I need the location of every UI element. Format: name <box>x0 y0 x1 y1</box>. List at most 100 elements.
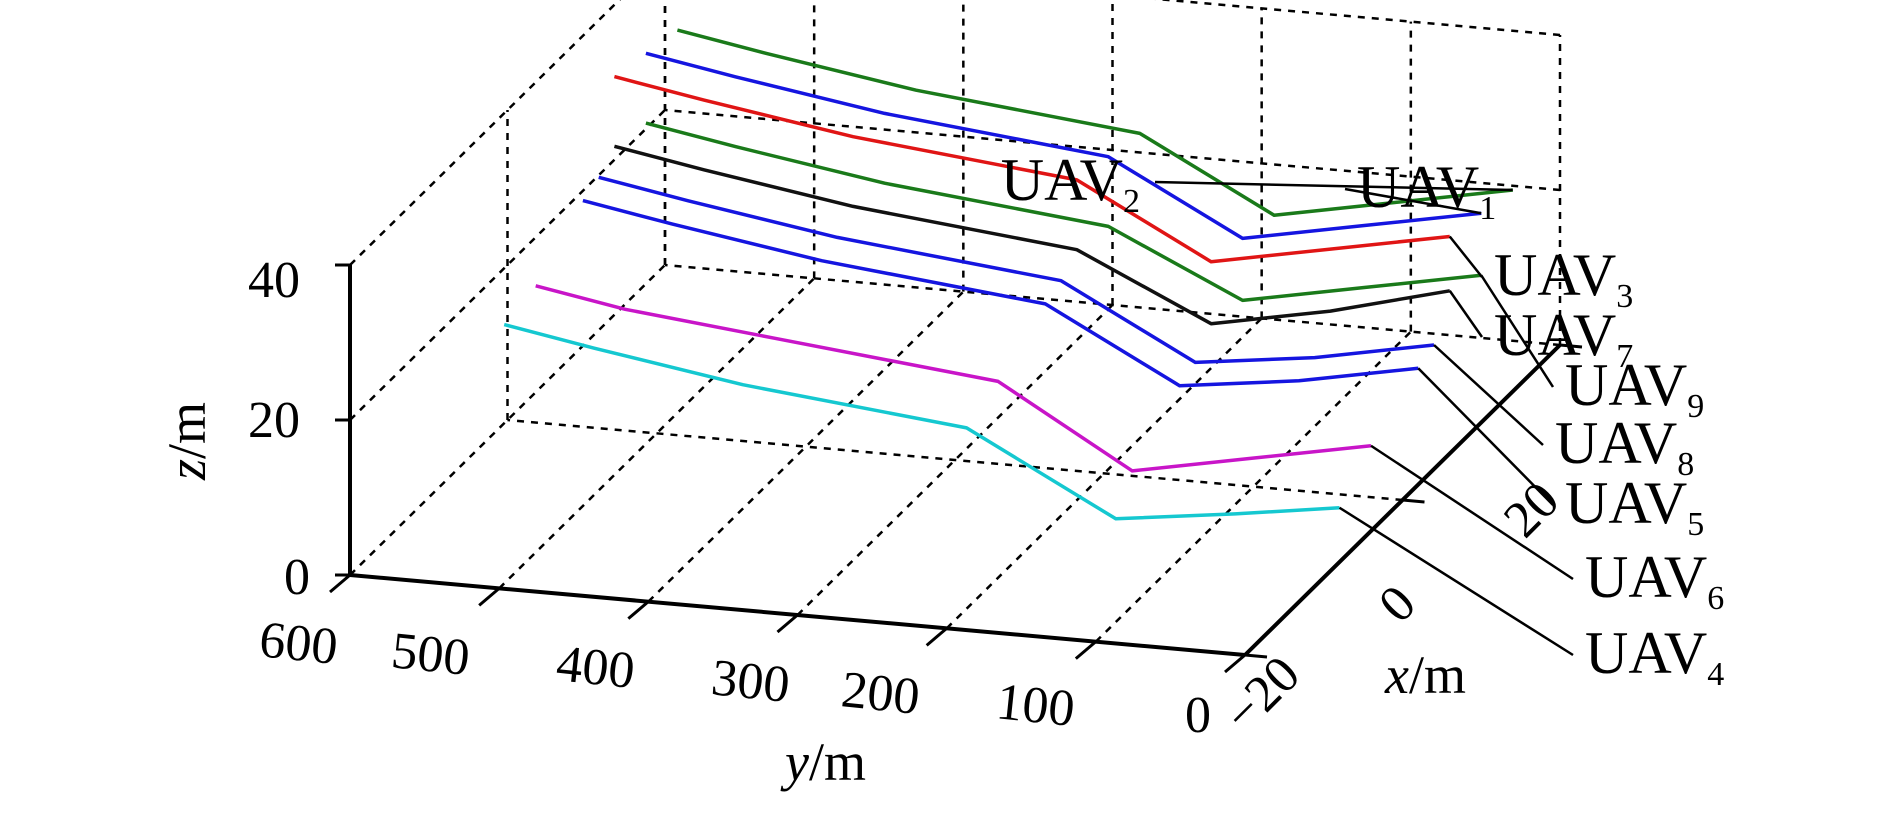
axes-layer <box>329 263 1583 674</box>
uav-label-text: UAV7 <box>1494 302 1633 375</box>
uav-label-name: UAV <box>1585 544 1707 610</box>
leader-line <box>1338 506 1574 657</box>
x-tick-neg20: −20 <box>1213 646 1311 744</box>
y-tick-200: 200 <box>839 661 923 726</box>
uav-label-text: UAV5 <box>1565 470 1704 543</box>
x-axis-unit: /m <box>1409 645 1466 705</box>
z-tick-20: 20 <box>248 392 300 449</box>
series-line-uav9 <box>645 121 1482 303</box>
uav-label-text: UAV6 <box>1585 544 1724 617</box>
uav-label-name: UAV <box>1555 410 1677 476</box>
grid-line <box>507 418 1403 502</box>
legend-label-uav8: UAV8 <box>1433 344 1694 483</box>
grid-line <box>647 290 965 603</box>
series-layer <box>503 28 1513 521</box>
grid-line <box>945 317 1263 630</box>
grid-line <box>349 109 666 421</box>
leader-line <box>1344 187 1482 215</box>
y-tick-mark <box>925 627 948 647</box>
leader-line <box>1154 180 1513 192</box>
y-axis-var: y <box>780 732 809 792</box>
legend-label-uav6: UAV6 <box>1370 444 1724 617</box>
y-tick-mark <box>1074 640 1097 660</box>
legend-label-uav4: UAV4 <box>1338 506 1724 693</box>
y-tick-mark <box>1224 653 1246 674</box>
legend-label-uav5: UAV5 <box>1417 367 1704 543</box>
uav-label-name: UAV <box>1001 147 1123 213</box>
y-tick-mark <box>329 573 351 594</box>
uav-label-sub: 1 <box>1479 190 1496 227</box>
z-axis-title: z/m <box>157 402 217 481</box>
y-tick-500: 500 <box>389 622 473 687</box>
grid-line <box>1094 330 1412 643</box>
grid-layer <box>349 0 1562 643</box>
y-tick-300: 300 <box>709 649 793 714</box>
grid-line <box>349 264 666 576</box>
legend-label-uav9: UAV9 <box>1480 274 1704 425</box>
uav-label-text: UAV2 <box>1001 147 1140 220</box>
uav-label-text: UAV9 <box>1565 352 1704 425</box>
series-line-uav1 <box>645 51 1482 241</box>
grid-line <box>796 304 1114 616</box>
leader-line <box>1433 344 1544 446</box>
y-axis-unit: /m <box>809 732 866 792</box>
series-line-uav4 <box>503 322 1340 521</box>
leader-line <box>1370 444 1574 581</box>
z-axis-var: z <box>157 459 217 481</box>
uav-label-text: UAV4 <box>1585 620 1724 693</box>
y-axis-title: y/m <box>780 732 866 792</box>
leader-line <box>1417 367 1554 506</box>
grid-line <box>349 0 622 266</box>
uav-label-sub: 5 <box>1687 506 1704 543</box>
y-tick-mark <box>776 613 799 634</box>
uav-label-text: UAV3 <box>1494 242 1633 315</box>
series-line-uav3 <box>613 74 1450 264</box>
series-line-uav6 <box>535 284 1372 473</box>
series-line-uav8 <box>598 175 1435 365</box>
y-tick-mark <box>627 600 650 620</box>
series-line-uav7 <box>613 144 1451 326</box>
uav-label-name: UAV <box>1585 620 1707 686</box>
uav-label-name: UAV <box>1494 302 1616 368</box>
uav-label-sub: 9 <box>1687 388 1704 425</box>
leader-line <box>1448 290 1484 338</box>
uav-label-name: UAV <box>1565 352 1687 418</box>
y-tick-mark <box>478 587 501 607</box>
y-tick-400: 400 <box>554 635 638 700</box>
x-axis-title: x/m <box>1384 645 1466 705</box>
uav-label-sub: 3 <box>1616 278 1633 315</box>
svg-text:z/m: z/m <box>157 402 217 481</box>
y-tick-100: 100 <box>994 673 1078 738</box>
uav-label-sub: 6 <box>1707 580 1724 617</box>
grid-line <box>498 277 816 590</box>
uav-label-sub: 2 <box>1123 183 1140 220</box>
x-tick-mark <box>1402 498 1425 504</box>
y-tick-600: 600 <box>257 611 341 676</box>
grid-line <box>664 108 1561 192</box>
y-tick-0: 0 <box>1185 687 1211 744</box>
z-tick-40: 40 <box>248 252 300 309</box>
series-line-uav5 <box>582 198 1419 388</box>
uav-label-text: UAV8 <box>1555 410 1694 483</box>
z-tick-labels: 40 20 0 <box>248 252 310 606</box>
uav-label-sub: 4 <box>1707 656 1724 693</box>
x-tick-mark <box>1244 653 1268 659</box>
legend-label-uav2: UAV2 <box>1001 147 1513 220</box>
uav-label-name: UAV <box>1565 470 1687 536</box>
x-tick-0: 0 <box>1368 575 1427 634</box>
uav-label-name: UAV <box>1357 154 1479 220</box>
legend-label-uav1: UAV1 <box>1344 154 1496 227</box>
z-tick-0: 0 <box>284 549 310 606</box>
leader-line <box>1448 235 1483 278</box>
leader-line <box>1480 274 1555 388</box>
uav-label-sub: 7 <box>1616 338 1633 375</box>
x-axis-var: x <box>1384 645 1409 705</box>
legend-label-uav3: UAV3 <box>1448 235 1633 315</box>
series-line-uav2 <box>676 28 1513 217</box>
z-axis-unit: /m <box>157 402 217 459</box>
legend-label-uav7: UAV7 <box>1448 290 1633 375</box>
uav-label-sub: 8 <box>1677 446 1694 483</box>
y-tick-labels: 600 500 400 300 200 100 0 <box>257 611 1211 744</box>
